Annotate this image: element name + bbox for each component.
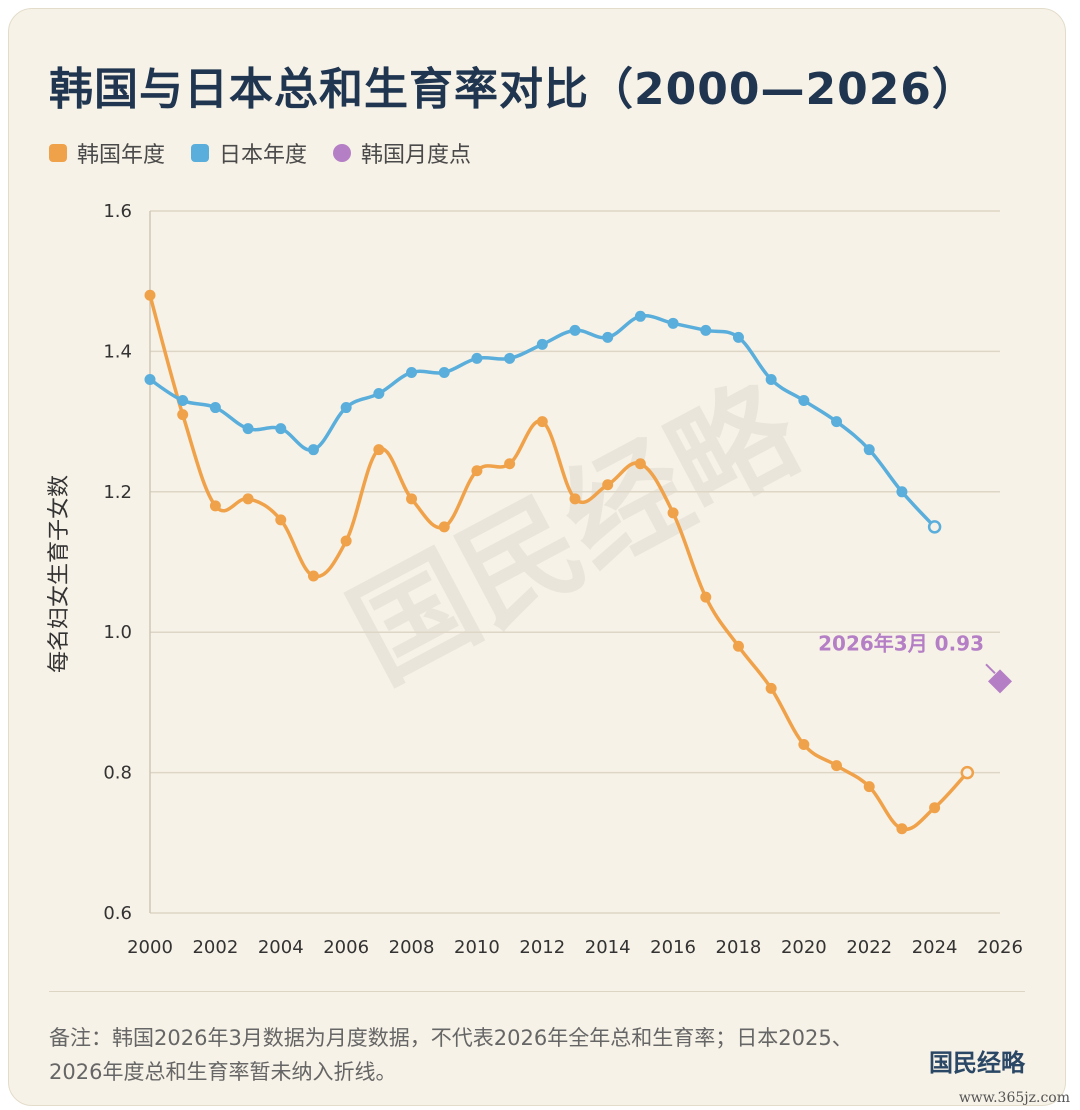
legend-item-korea-annual[interactable]: 韩国年度	[49, 137, 165, 169]
x-tick-label-2012: 2012	[519, 937, 565, 958]
x-tick-label-2022: 2022	[846, 937, 892, 958]
data-point-korea-annual-2010	[471, 465, 483, 477]
x-tick-label-2010: 2010	[454, 937, 500, 958]
x-tick-label-2000: 2000	[127, 937, 173, 958]
data-point-japan-annual-2021	[831, 416, 843, 428]
data-point-japan-annual-2014	[602, 331, 614, 343]
chart-title: 韩国与日本总和生育率对比（2000—2026）	[49, 64, 977, 115]
data-point-korea-annual-2012	[536, 416, 548, 428]
data-point-japan-annual-2006	[340, 402, 352, 414]
data-point-japan-annual-2018	[732, 331, 744, 343]
data-point-korea-annual-2006	[340, 535, 352, 547]
annotation-arrow	[985, 663, 996, 675]
data-point-japan-annual-2001	[177, 395, 189, 407]
data-point-korea-annual-2016	[667, 507, 679, 519]
data-point-korea-annual-2004	[275, 514, 287, 526]
data-point-korea-annual-2025	[960, 765, 975, 780]
site-watermark: www.365jz.com	[958, 1090, 1070, 1106]
data-point-japan-annual-2008	[406, 366, 418, 378]
data-point-korea-annual-2003	[242, 493, 254, 505]
data-point-japan-annual-2013	[569, 324, 581, 336]
data-point-japan-annual-2022	[863, 444, 875, 456]
data-point-japan-annual-2024	[927, 520, 942, 534]
data-point-korea-annual-2002	[209, 500, 221, 512]
data-point-korea-annual-2019	[765, 682, 777, 694]
y-tick-label-1.6: 1.6	[103, 201, 132, 222]
data-point-japan-annual-2007	[373, 388, 385, 400]
footnote: 备注：韩国2026年3月数据为月度数据，不代表2026年全年总和生育率；日本20…	[49, 1026, 853, 1084]
data-point-korea-annual-2007	[373, 444, 385, 456]
brand-logo-text: 国民经略	[929, 1049, 1025, 1077]
x-tick-label-2020: 2020	[781, 937, 827, 958]
x-tick-label-2024: 2024	[912, 937, 958, 958]
y-tick-label-1.2: 1.2	[103, 482, 132, 503]
data-point-japan-annual-2010	[471, 352, 483, 364]
data-point-korea-annual-2023	[896, 823, 908, 835]
data-point-japan-annual-2016	[667, 317, 679, 329]
data-point-japan-annual-2002	[209, 402, 221, 414]
x-tick-label-2026: 2026	[977, 937, 1023, 958]
data-point-korea-annual-2001	[177, 409, 189, 421]
x-tick-label-2002: 2002	[192, 937, 238, 958]
data-point-japan-annual-2009	[438, 366, 450, 378]
legend-item-korea-monthly[interactable]: 韩国月度点	[333, 137, 471, 169]
x-tick-label-2018: 2018	[716, 937, 762, 958]
data-point-korea-annual-2000	[144, 289, 156, 301]
x-tick-label-2016: 2016	[650, 937, 696, 958]
legend-item-japan-annual[interactable]: 日本年度	[191, 137, 307, 169]
data-point-japan-annual-2000	[144, 373, 156, 385]
series-line-korea-annual	[148, 293, 970, 832]
data-point-japan-annual-2003	[242, 423, 254, 435]
data-point-korea-annual-2015	[634, 458, 646, 470]
data-point-korea-annual-2017	[700, 591, 712, 603]
x-tick-label-2008: 2008	[389, 937, 435, 958]
x-tick-label-2014: 2014	[585, 937, 631, 958]
footer-divider	[49, 991, 1025, 992]
data-point-korea-annual-2022	[863, 781, 875, 793]
data-point-korea-monthly-2026-03	[988, 669, 1012, 694]
x-tick-label-2006: 2006	[323, 937, 369, 958]
legend-swatch-japan-annual	[191, 144, 210, 162]
data-point-japan-annual-2011	[504, 352, 516, 364]
data-point-korea-annual-2024	[929, 802, 941, 814]
y-tick-label-1.4: 1.4	[103, 341, 132, 362]
data-point-korea-annual-2011	[504, 458, 516, 470]
data-point-japan-annual-2004	[275, 423, 287, 435]
data-point-korea-annual-2014	[602, 479, 614, 491]
data-point-korea-annual-2008	[406, 493, 418, 505]
x-tick-label-2004: 2004	[258, 937, 304, 958]
legend-label-korea-annual: 韩国年度	[77, 143, 166, 168]
chart-card: 国民经略 韩国与日本总和生育率对比（2000—2026） 韩国年度 日本年度 韩…	[8, 8, 1066, 1106]
data-point-korea-annual-2020	[798, 739, 810, 751]
data-point-korea-annual-2009	[438, 521, 450, 533]
legend-label-korea-monthly: 韩国月度点	[361, 143, 472, 168]
legend-label-japan-annual: 日本年度	[219, 143, 308, 168]
annotation-korea-monthly: 2026年3月 0.93	[818, 631, 984, 655]
data-point-japan-annual-2020	[798, 395, 810, 407]
data-point-japan-annual-2019	[765, 373, 777, 385]
data-point-japan-annual-2017	[700, 324, 712, 336]
y-tick-label-1.0: 1.0	[103, 622, 132, 643]
data-point-korea-annual-2013	[569, 493, 581, 505]
data-point-korea-annual-2018	[732, 640, 744, 652]
data-point-japan-annual-2023	[896, 486, 908, 498]
legend: 韩国年度 日本年度 韩国月度点	[49, 137, 471, 169]
legend-swatch-korea-annual	[49, 144, 67, 162]
data-point-korea-annual-2005	[307, 570, 319, 582]
data-point-japan-annual-2012	[536, 338, 548, 350]
y-tick-label-0.8: 0.8	[103, 763, 132, 784]
data-point-japan-annual-2015	[634, 310, 646, 322]
data-point-korea-annual-2021	[831, 760, 843, 772]
data-point-japan-annual-2005	[307, 444, 319, 456]
legend-swatch-korea-monthly	[333, 144, 352, 162]
y-tick-label-0.6: 0.6	[103, 903, 132, 924]
